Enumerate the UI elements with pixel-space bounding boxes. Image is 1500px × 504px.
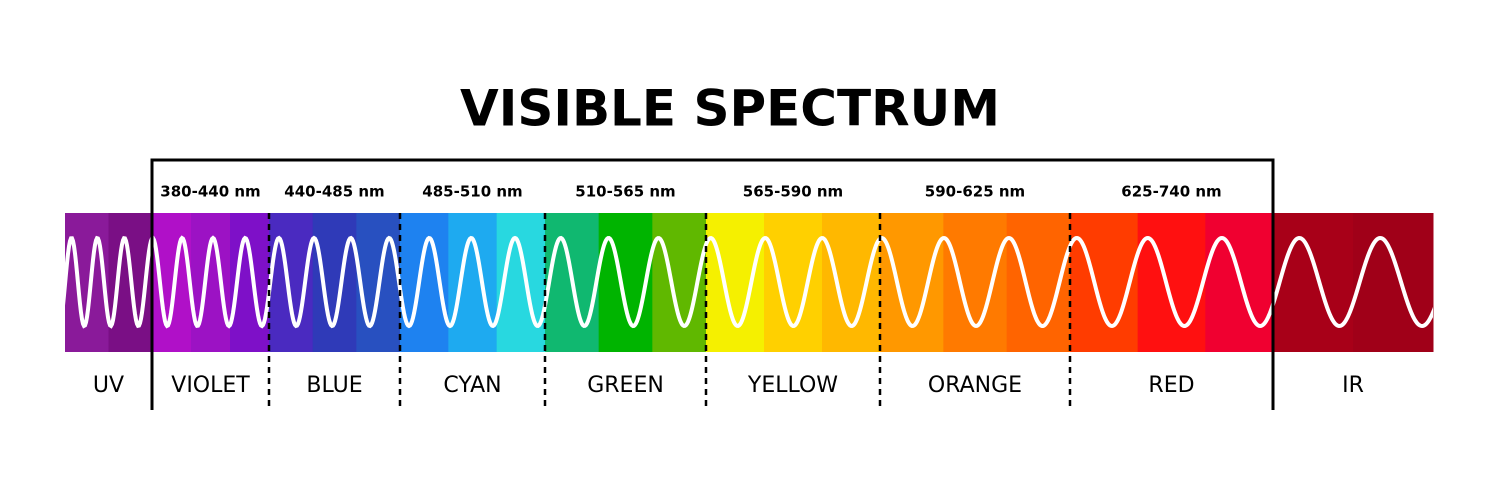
color-band bbox=[764, 213, 823, 352]
wavelength-range: 625-740 nm bbox=[1121, 183, 1221, 201]
color-band bbox=[880, 213, 944, 352]
region-name: RED bbox=[1148, 373, 1194, 398]
visible-bracket bbox=[150, 158, 1275, 410]
color-band bbox=[152, 213, 192, 352]
color-band bbox=[706, 213, 765, 352]
color-band bbox=[822, 213, 881, 352]
region-name: UV bbox=[93, 373, 124, 398]
wave bbox=[65, 235, 1433, 329]
color-band bbox=[65, 213, 109, 352]
wavelength-range: 440-485 nm bbox=[284, 183, 384, 201]
region-name: ORANGE bbox=[928, 373, 1022, 398]
region-name: YELLOW bbox=[747, 373, 838, 398]
color-band bbox=[1137, 213, 1206, 352]
color-band bbox=[312, 213, 357, 352]
color-band bbox=[1070, 213, 1139, 352]
region-name: IR bbox=[1342, 373, 1364, 398]
region-name: GREEN bbox=[587, 373, 664, 398]
wavelength-range: 565-590 nm bbox=[743, 183, 843, 201]
region-name: BLUE bbox=[306, 373, 362, 398]
color-band bbox=[1273, 213, 1354, 352]
title: VISIBLE SPECTRUM bbox=[460, 80, 1000, 138]
color-band bbox=[943, 213, 1008, 352]
region-name: CYAN bbox=[443, 373, 501, 398]
region-name: VIOLET bbox=[171, 373, 250, 398]
color-band bbox=[191, 213, 231, 352]
labels: UV VIOLET 380-440 nm BLUE 440-485 nm CYAN 485-… bbox=[93, 183, 1364, 410]
wavelength-range: 590-625 nm bbox=[925, 183, 1025, 201]
color-band bbox=[448, 213, 498, 352]
wavelength-range: 510-565 nm bbox=[575, 183, 675, 201]
color-band bbox=[1353, 213, 1434, 352]
wavelength-range: 380-440 nm bbox=[160, 183, 260, 201]
wavelength-range: 485-510 nm bbox=[422, 183, 522, 201]
